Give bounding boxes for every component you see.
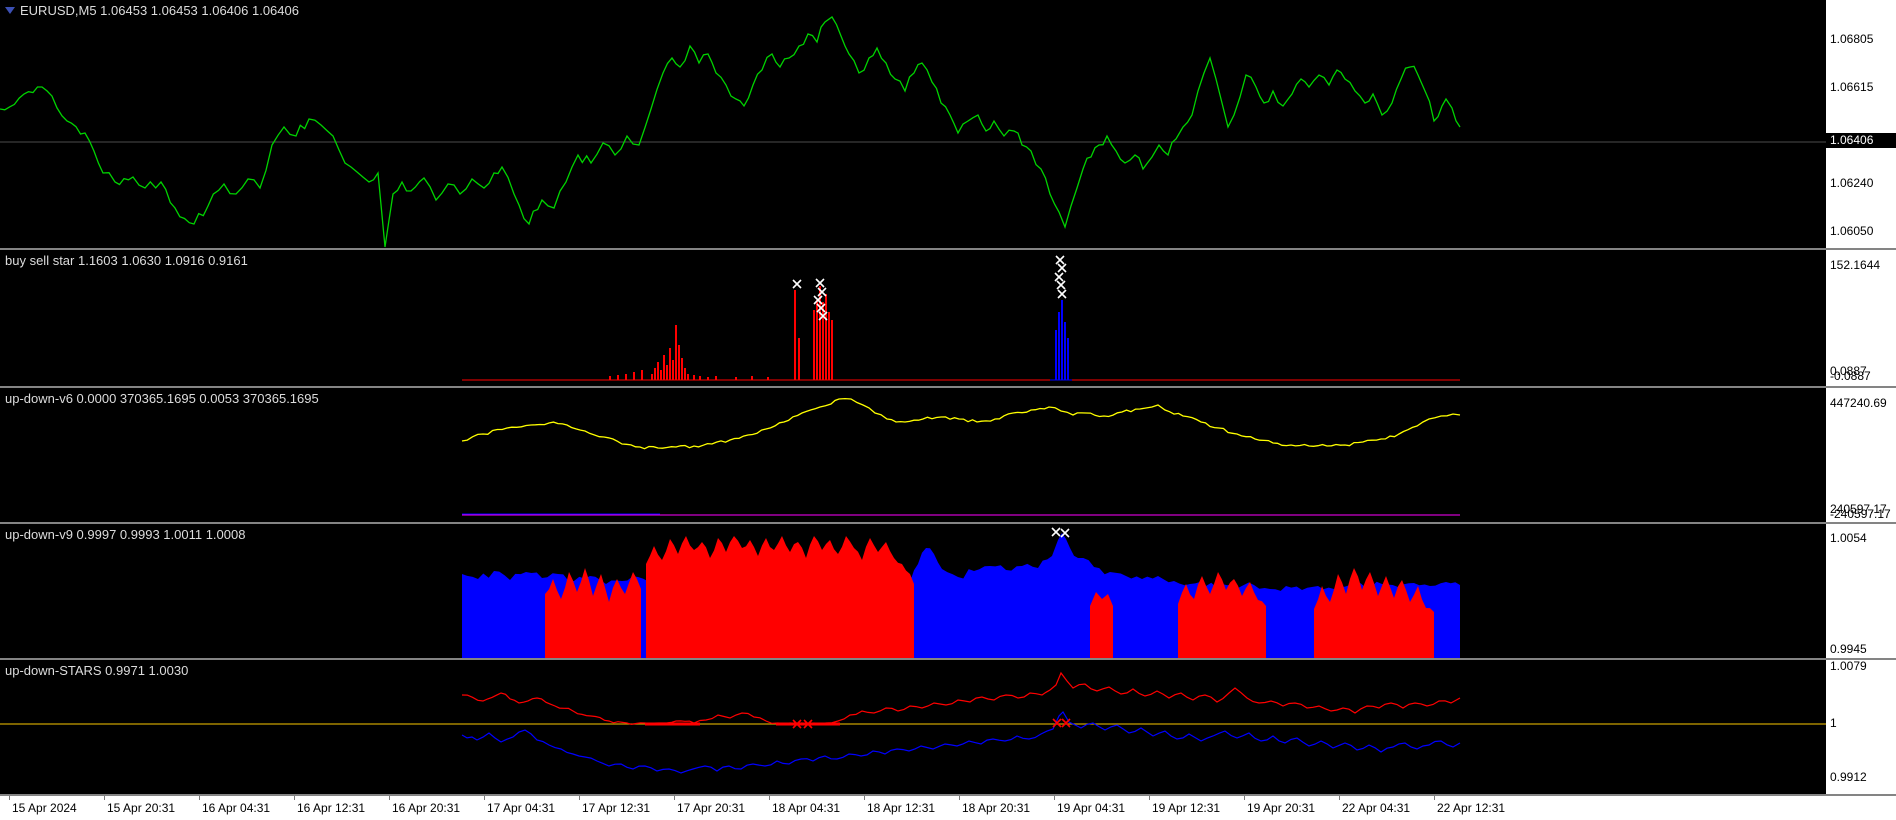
pane-splitter[interactable] bbox=[0, 658, 1896, 660]
price-scale-label: 1.06050 bbox=[1830, 224, 1874, 238]
symbol-marker-icon bbox=[5, 7, 15, 14]
price-scale-label: 447240.69 bbox=[1830, 396, 1887, 410]
pane-title: up-down-v9 0.9997 0.9993 1.0011 1.0008 bbox=[5, 527, 245, 542]
time-tick bbox=[389, 796, 390, 800]
pane-up-down-v9: up-down-v9 0.9997 0.9993 1.0011 1.0008 bbox=[0, 524, 1826, 658]
price-scale-label: -240597.17 bbox=[1830, 507, 1891, 521]
time-tick bbox=[104, 796, 105, 800]
time-scale[interactable]: 15 Apr 2024 15 Apr 20:31 16 Apr 04:31 16 Ap… bbox=[0, 796, 1896, 820]
pane-splitter[interactable] bbox=[0, 794, 1896, 796]
time-tick bbox=[1149, 796, 1150, 800]
time-tick bbox=[294, 796, 295, 800]
pane-splitter[interactable] bbox=[0, 386, 1896, 388]
time-tick bbox=[1434, 796, 1435, 800]
time-tick bbox=[1054, 796, 1055, 800]
pane-title: EURUSD,M5 1.06453 1.06453 1.06406 1.0640… bbox=[5, 3, 299, 18]
pane-title: up-down-v6 0.0000 370365.1695 0.0053 370… bbox=[5, 391, 319, 406]
pane-up-down-stars: up-down-STARS 0.9971 1.0030 bbox=[0, 660, 1826, 794]
price-scale-label: 0.9945 bbox=[1830, 642, 1867, 656]
time-label: 16 Apr 12:31 bbox=[297, 801, 366, 815]
buy-sell-star-chart[interactable] bbox=[0, 250, 1826, 386]
time-tick bbox=[674, 796, 675, 800]
price-scale-label: 0.9912 bbox=[1830, 770, 1867, 784]
time-tick bbox=[9, 796, 10, 800]
time-tick bbox=[199, 796, 200, 800]
price-scale-label: 1.06805 bbox=[1830, 32, 1874, 46]
pane-splitter[interactable] bbox=[0, 248, 1896, 250]
time-label: 18 Apr 12:31 bbox=[867, 801, 936, 815]
price-scale-label: 1.06240 bbox=[1830, 176, 1874, 190]
pane-title: buy sell star 1.1603 1.0630 1.0916 0.916… bbox=[5, 253, 248, 268]
price-scale[interactable]: 1.06805 1.06615 1.06406 1.06240 1.06050 152.1… bbox=[1826, 0, 1896, 796]
time-tick bbox=[864, 796, 865, 800]
time-tick bbox=[1339, 796, 1340, 800]
main-price-chart[interactable] bbox=[0, 0, 1826, 248]
time-label: 16 Apr 04:31 bbox=[202, 801, 271, 815]
pane-title-text: up-down-STARS 0.9971 1.0030 bbox=[5, 663, 189, 678]
time-label: 22 Apr 12:31 bbox=[1437, 801, 1506, 815]
time-label: 16 Apr 20:31 bbox=[392, 801, 461, 815]
time-tick bbox=[959, 796, 960, 800]
time-tick bbox=[579, 796, 580, 800]
up-down-stars-chart[interactable] bbox=[0, 660, 1826, 794]
price-scale-label: 1 bbox=[1830, 716, 1837, 730]
pane-title: up-down-STARS 0.9971 1.0030 bbox=[5, 663, 188, 678]
current-price-tag: 1.06406 bbox=[1826, 133, 1896, 148]
price-scale-label: 1.06615 bbox=[1830, 80, 1874, 94]
price-scale-label: 0.0887 bbox=[1830, 364, 1867, 378]
time-label: 17 Apr 12:31 bbox=[582, 801, 651, 815]
up-down-v6-chart[interactable] bbox=[0, 388, 1826, 522]
time-label: 22 Apr 04:31 bbox=[1342, 801, 1411, 815]
time-label: 18 Apr 04:31 bbox=[772, 801, 841, 815]
price-scale-label: -0.0887 bbox=[1830, 369, 1871, 383]
time-label: 19 Apr 12:31 bbox=[1152, 801, 1221, 815]
pane-buy-sell-star: buy sell star 1.1603 1.0630 1.0916 0.916… bbox=[0, 250, 1826, 386]
time-label: 17 Apr 04:31 bbox=[487, 801, 556, 815]
time-label: 19 Apr 04:31 bbox=[1057, 801, 1126, 815]
time-label: 17 Apr 20:31 bbox=[677, 801, 746, 815]
time-label: 18 Apr 20:31 bbox=[962, 801, 1031, 815]
time-label: 19 Apr 20:31 bbox=[1247, 801, 1316, 815]
pane-title-text: up-down-v6 0.0000 370365.1695 0.0053 370… bbox=[5, 391, 319, 406]
price-scale-label: 1.0079 bbox=[1830, 659, 1867, 673]
pane-up-down-v6: up-down-v6 0.0000 370365.1695 0.0053 370… bbox=[0, 388, 1826, 522]
pane-title-text: buy sell star 1.1603 1.0630 1.0916 0.916… bbox=[5, 253, 248, 268]
pane-splitter[interactable] bbox=[0, 522, 1896, 524]
time-tick bbox=[769, 796, 770, 800]
time-label: 15 Apr 2024 bbox=[12, 801, 77, 815]
price-scale-label: 240597.17 bbox=[1830, 502, 1887, 516]
price-scale-label: 152.1644 bbox=[1830, 258, 1881, 272]
pane-title-text: EURUSD,M5 1.06453 1.06453 1.06406 1.0640… bbox=[20, 3, 299, 18]
pane-main-price: EURUSD,M5 1.06453 1.06453 1.06406 1.0640… bbox=[0, 0, 1826, 248]
time-tick bbox=[1244, 796, 1245, 800]
time-tick bbox=[484, 796, 485, 800]
price-scale-label: 1.0054 bbox=[1830, 531, 1867, 545]
time-label: 15 Apr 20:31 bbox=[107, 801, 176, 815]
pane-title-text: up-down-v9 0.9997 0.9993 1.0011 1.0008 bbox=[5, 527, 246, 542]
up-down-v9-chart[interactable] bbox=[0, 524, 1826, 658]
